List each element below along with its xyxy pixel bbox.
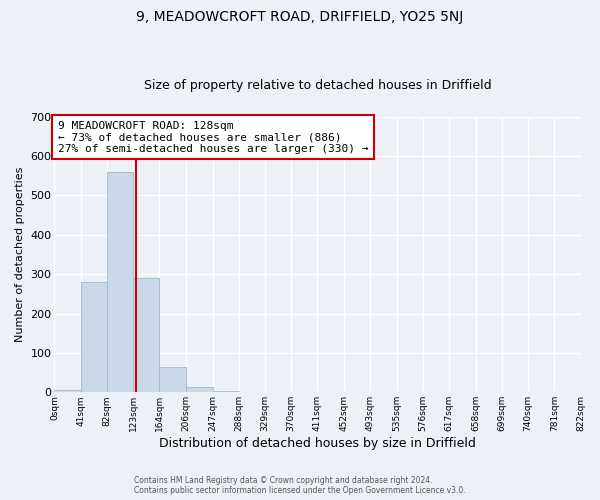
Bar (107, 172, 133, 392)
Text: 9, MEADOWCROFT ROAD, DRIFFIELD, YO25 5NJ: 9, MEADOWCROFT ROAD, DRIFFIELD, YO25 5NJ (136, 10, 464, 24)
X-axis label: Distribution of detached houses by size in Driffield: Distribution of detached houses by size … (159, 437, 476, 450)
Bar (160, 366, 186, 392)
Bar (55, 390, 80, 392)
Bar (133, 278, 160, 392)
Text: 9 MEADOWCROFT ROAD: 128sqm
← 73% of detached houses are smaller (886)
27% of sem: 9 MEADOWCROFT ROAD: 128sqm ← 73% of deta… (58, 120, 368, 154)
Bar (186, 387, 212, 392)
Bar (80, 282, 107, 393)
Text: Contains HM Land Registry data © Crown copyright and database right 2024.
Contai: Contains HM Land Registry data © Crown c… (134, 476, 466, 495)
Y-axis label: Number of detached properties: Number of detached properties (15, 167, 25, 342)
Title: Size of property relative to detached houses in Driffield: Size of property relative to detached ho… (143, 79, 491, 92)
Bar (212, 391, 239, 392)
